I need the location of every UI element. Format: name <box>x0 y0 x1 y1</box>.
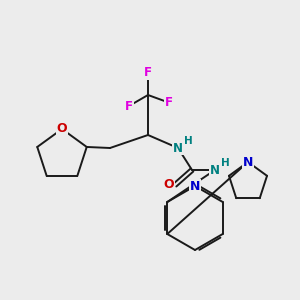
Text: N: N <box>173 142 183 154</box>
Text: H: H <box>184 136 192 146</box>
Text: O: O <box>164 178 174 191</box>
Text: N: N <box>243 155 253 169</box>
Text: F: F <box>165 96 173 109</box>
Text: F: F <box>125 100 133 112</box>
Text: H: H <box>220 158 230 168</box>
Text: N: N <box>190 179 200 193</box>
Text: F: F <box>144 67 152 80</box>
Text: N: N <box>210 164 220 176</box>
Text: O: O <box>57 122 67 136</box>
